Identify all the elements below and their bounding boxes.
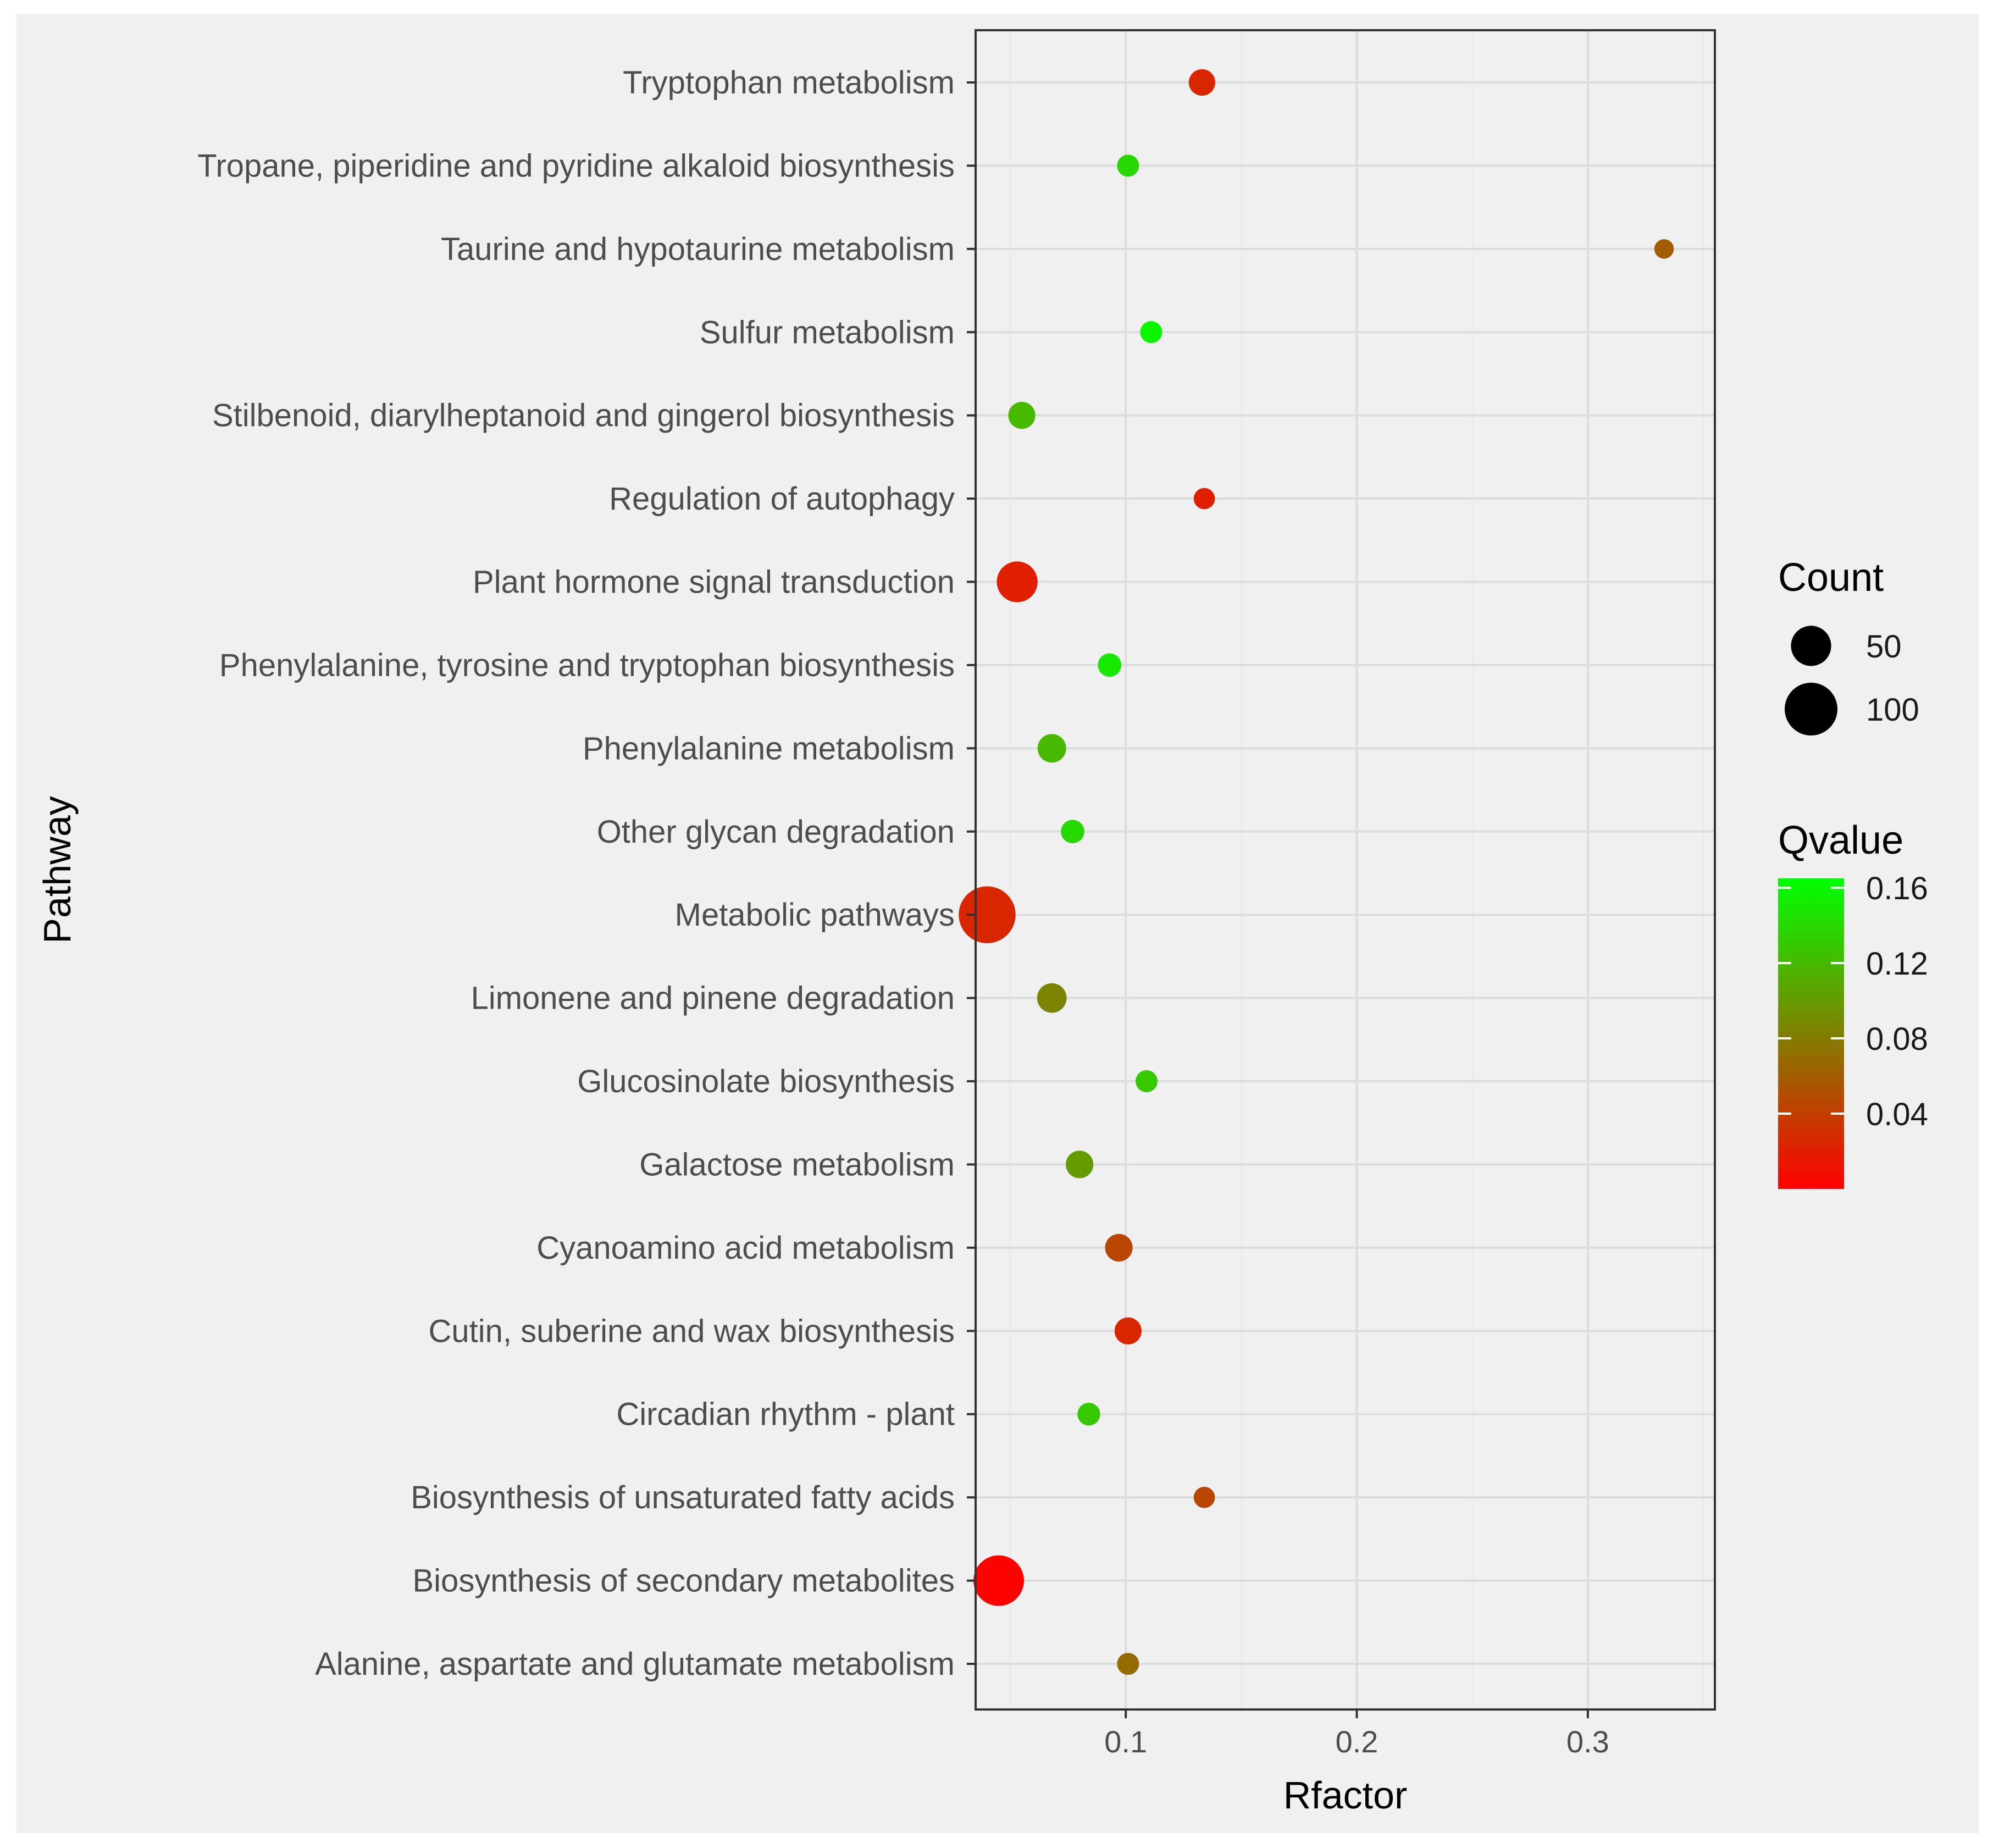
data-point: [973, 1555, 1025, 1606]
x-axis: 0.1 0.2 0.3: [1104, 1709, 1609, 1759]
data-point: [1117, 1652, 1139, 1675]
y-axis-title: Pathway: [36, 796, 79, 943]
data-point: [1066, 1150, 1094, 1178]
y-tick-label: Stilbenoid, diarylheptanoid and gingerol…: [212, 398, 955, 434]
colorbar-tick-label: 0.16: [1866, 871, 1928, 906]
count-legend-key: [1785, 683, 1837, 735]
major-grid-lines: [976, 30, 1715, 1709]
data-point: [1188, 69, 1216, 96]
y-tick-label: Metabolic pathways: [675, 897, 955, 933]
data-point: [1105, 1233, 1133, 1261]
data-point: [1117, 154, 1139, 177]
x-tick-label: 0.2: [1336, 1724, 1379, 1759]
colorbar-tick-label: 0.08: [1866, 1021, 1928, 1057]
colorbar-tick-label: 0.12: [1866, 946, 1928, 982]
data-points: [959, 69, 1674, 1675]
y-tick-label: Phenylalanine metabolism: [583, 731, 955, 766]
y-tick-label: Alanine, aspartate and glutamate metabol…: [315, 1646, 955, 1682]
minor-grid-lines: [1009, 30, 1704, 1709]
data-point: [1193, 488, 1215, 510]
qvalue-legend: Qvalue 0.16 0.12 0.08 0.04: [1778, 818, 1928, 1189]
y-tick-label: Plant hormone signal transduction: [473, 565, 955, 600]
y-tick-label: Tropane, piperidine and pyridine alkaloi…: [197, 148, 955, 184]
count-legend-key: [1791, 626, 1831, 666]
x-tick-label: 0.1: [1104, 1724, 1147, 1759]
qvalue-legend-title: Qvalue: [1778, 818, 1903, 862]
x-tick-label: 0.3: [1566, 1724, 1609, 1759]
panel-border: [975, 29, 1716, 1711]
count-legend-title: Count: [1778, 556, 1884, 600]
y-tick-label: Biosynthesis of unsaturated fatty acids: [411, 1480, 955, 1515]
data-point: [1077, 1403, 1100, 1426]
y-tick-label: Phenylalanine, tyrosine and tryptophan b…: [219, 648, 955, 683]
y-tick-label: Biosynthesis of secondary metabolites: [412, 1563, 955, 1599]
y-tick-label: Limonene and pinene degradation: [471, 981, 955, 1016]
y-tick-label: Taurine and hypotaurine metabolism: [441, 231, 955, 267]
data-point: [959, 886, 1016, 943]
y-tick-label: Tryptophan metabolism: [623, 65, 955, 101]
data-point: [1114, 1317, 1142, 1344]
data-point: [996, 561, 1038, 602]
data-point: [1037, 734, 1066, 763]
y-tick-label: Regulation of autophagy: [609, 481, 955, 517]
data-point: [1136, 1070, 1158, 1093]
qvalue-colorbar: [1778, 878, 1844, 1189]
y-tick-label: Sulfur metabolism: [700, 314, 955, 350]
data-point: [1654, 239, 1674, 259]
qvalue-colorbar-ticks: 0.16 0.12 0.08 0.04: [1778, 871, 1928, 1132]
y-tick-label: Circadian rhythm - plant: [616, 1397, 955, 1432]
data-point: [1140, 321, 1162, 344]
y-tick-label: Cyanoamino acid metabolism: [536, 1230, 955, 1266]
panel-background: [976, 30, 1715, 1709]
plot-panel: [959, 29, 1716, 1711]
data-point: [1193, 1486, 1215, 1508]
count-legend-label: 50: [1866, 629, 1902, 665]
y-tick-label: Other glycan degradation: [597, 814, 955, 850]
y-tick-label: Cutin, suberine and wax biosynthesis: [428, 1313, 955, 1349]
x-axis-title: Rfactor: [1283, 1774, 1408, 1817]
count-legend: Count 50 100: [1778, 556, 1919, 735]
count-legend-items: 50 100: [1785, 626, 1919, 735]
count-legend-label: 100: [1866, 692, 1919, 728]
data-point: [1008, 402, 1036, 429]
colorbar-tick-label: 0.04: [1866, 1097, 1928, 1132]
data-point: [1037, 983, 1067, 1013]
data-point: [1061, 820, 1084, 844]
y-tick-label: Galactose metabolism: [639, 1147, 955, 1182]
y-tick-label: Glucosinolate biosynthesis: [577, 1064, 955, 1099]
data-point: [1098, 653, 1122, 677]
y-axis: Alanine, aspartate and glutamate metabol…: [197, 65, 976, 1682]
